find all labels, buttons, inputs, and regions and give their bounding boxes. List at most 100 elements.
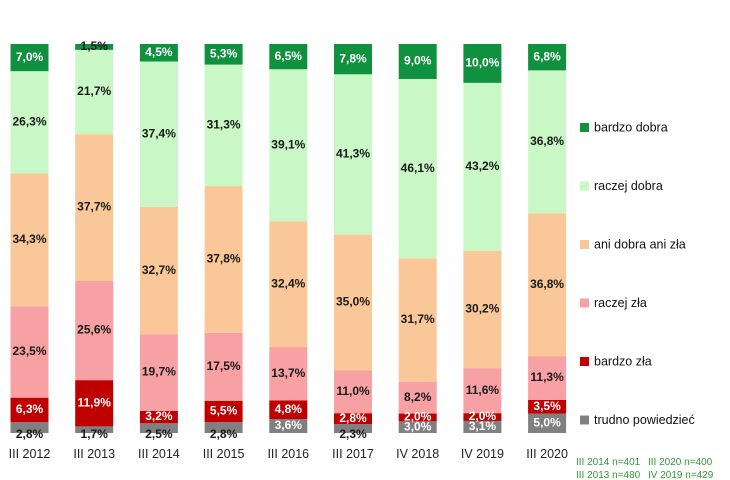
bar-trudno-powiedziec-iii-2017 [334,424,372,433]
value-label-raczej-dobra-iii-2013: 21,7% [77,84,111,98]
legend-swatch-ani-dobra-ani-zla [580,240,589,249]
value-label-trudno-powiedziec-iii-2015: 2,8% [210,427,238,441]
category-labels-group: III 2012 III 2013 III 2014 III 2015 III 2016… [9,447,568,461]
value-label-bardzo-zla-iii-2020: 3,5% [533,399,561,413]
bar-bardzo-dobra-iv-2019 [463,44,502,83]
bar-ani-dobra-ani-zla-iii-2013 [75,134,114,281]
bar-trudno-powiedziec-iii-2016 [269,419,308,433]
value-label-ani-dobra-ani-zla-iii-2020: 36,8% [530,277,564,291]
value-label-bardzo-dobra-iii-2013: 1,5% [81,39,109,53]
bar-raczej-dobra-iii-2012 [10,71,49,174]
bar-bardzo-zla-iii-2016 [269,400,308,420]
legend-label-ani-dobra-ani-zla: ani dobra ani zła [594,237,686,251]
sample-note-iii-2014-n-401: III 2014 n=401 [576,457,641,468]
bar-bardzo-dobra-iv-2018 [398,44,437,80]
category-label-iii-2013: III 2013 [73,447,115,461]
bar-raczej-zla-iii-2015 [204,332,243,401]
bar-ani-dobra-ani-zla-iii-2015 [204,186,243,333]
bar-raczej-zla-iii-2017 [334,370,372,414]
bar-bardzo-dobra-iii-2013 [75,44,114,50]
value-label-raczej-dobra-iii-2017: 41,3% [336,147,370,161]
bar-raczej-dobra-iii-2013 [75,49,114,135]
legend-swatch-trudno-powiedziec [580,415,589,425]
value-label-raczej-dobra-iii-2012: 26,3% [12,114,46,128]
bar-bardzo-dobra-iii-2015 [204,44,243,65]
value-label-ani-dobra-ani-zla-iii-2013: 37,7% [77,200,111,214]
value-label-trudno-powiedziec-iii-2014: 2,5% [145,427,173,441]
bar-trudno-powiedziec-iii-2014 [139,423,178,433]
bar-raczej-dobra-iii-2016 [269,69,308,222]
value-label-raczej-dobra-iv-2018: 46,1% [401,161,435,175]
legend-label-trudno-powiedziec: trudno powiedzieć [594,413,695,427]
category-label-iii-2017: III 2017 [332,447,374,461]
legend-label-raczej-zla: raczej zła [594,296,647,310]
value-label-trudno-powiedziec-iii-2013: 1,7% [81,427,109,441]
category-label-iii-2015: III 2015 [203,447,245,461]
legend-label-raczej-dobra: raczej dobra [594,179,663,193]
bar-trudno-powiedziec-iii-2015 [204,422,243,433]
bar-ani-dobra-ani-zla-iii-2020 [528,213,567,357]
bar-bardzo-zla-iii-2012 [10,397,49,423]
value-label-ani-dobra-ani-zla-iv-2018: 31,7% [401,312,435,326]
bar-bardzo-zla-iii-2015 [204,400,243,423]
bar-trudno-powiedziec-iv-2018 [398,421,437,433]
value-label-bardzo-dobra-iv-2018: 9,0% [404,54,432,68]
bar-raczej-dobra-iii-2015 [204,64,243,187]
bar-bardzo-dobra-iii-2014 [139,44,178,62]
value-label-bardzo-zla-iii-2014: 3,2% [145,409,173,423]
value-label-bardzo-dobra-iii-2016: 6,5% [275,49,303,63]
legend-swatch-bardzo-dobra [580,123,589,132]
legend-swatch-raczej-zla [580,298,589,308]
value-label-raczej-dobra-iii-2016: 39,1% [271,137,305,151]
legend-label-bardzo-zla: bardzo zła [594,354,652,368]
bar-raczej-zla-iv-2018 [398,381,437,414]
value-label-raczej-zla-iii-2017: 11,0% [336,384,370,398]
value-label-raczej-zla-iii-2014: 19,7% [142,365,176,379]
category-label-iv-2019: IV 2019 [461,447,504,461]
bar-raczej-dobra-iii-2017 [334,74,372,235]
value-label-raczej-zla-iii-2020: 11,3% [530,370,564,384]
sample-note-iii-2013-n-480: III 2013 n=480 [576,470,641,480]
legend-swatch-raczej-dobra [580,181,589,191]
value-label-raczej-zla-iv-2019: 11,6% [466,383,500,397]
legend-label-bardzo-dobra: bardzo dobra [594,120,668,134]
value-label-trudno-powiedziec-iii-2016: 3,6% [275,418,303,432]
value-label-ani-dobra-ani-zla-iii-2016: 32,4% [271,276,305,290]
value-label-bardzo-dobra-iv-2019: 10,0% [465,56,499,70]
value-label-trudno-powiedziec-iii-2012: 2,8% [16,427,44,441]
bar-bardzo-dobra-iii-2016 [269,44,308,70]
bar-raczej-dobra-iii-2014 [139,61,178,207]
bar-raczej-zla-iv-2019 [463,368,502,414]
value-label-bardzo-dobra-iii-2012: 7,0% [16,50,44,64]
value-label-raczej-zla-iii-2015: 17,5% [207,359,241,373]
bars-group [10,44,567,433]
category-label-iii-2020: III 2020 [526,447,568,461]
value-label-ani-dobra-ani-zla-iii-2015: 37,8% [207,252,241,266]
value-label-ani-dobra-ani-zla-iv-2019: 30,2% [465,302,499,316]
bar-raczej-zla-iii-2016 [269,347,308,401]
value-label-raczej-zla-iii-2013: 25,6% [77,323,111,337]
value-label-ani-dobra-ani-zla-iii-2012: 34,3% [12,232,46,246]
legend: bardzo dobra raczej dobra ani dobra ani zł… [580,120,695,427]
bar-bardzo-zla-iii-2013 [75,380,114,427]
value-label-ani-dobra-ani-zla-iii-2014: 32,7% [142,263,176,277]
bar-raczej-dobra-iii-2020 [528,70,567,214]
bar-raczej-dobra-iv-2018 [398,79,437,259]
bar-trudno-powiedziec-iv-2019 [463,420,502,433]
value-label-trudno-powiedziec-iv-2019: 3,1% [469,419,497,433]
bar-ani-dobra-ani-zla-iii-2017 [334,234,372,371]
bar-ani-dobra-ani-zla-iv-2019 [463,250,502,369]
bar-ani-dobra-ani-zla-iii-2012 [10,173,49,307]
sample-note-iv-2019-n-429: IV 2019 n=429 [648,470,714,480]
bar-bardzo-zla-iv-2018 [398,413,437,422]
legend-swatch-bardzo-zla [580,357,589,366]
bar-trudno-powiedziec-iii-2013 [75,426,114,433]
bar-raczej-zla-iii-2012 [10,306,49,398]
segment-labels-group: 2,8% 6,3% 23,5% 34,3% 26,3% 7,0% 1,7% 11,9% 25,6… [12,39,564,441]
value-label-bardzo-zla-iv-2019: 2,0% [469,409,497,423]
value-label-raczej-dobra-iii-2020: 36,8% [530,134,564,148]
bar-ani-dobra-ani-zla-iii-2016 [269,221,308,348]
bar-bardzo-zla-iii-2020 [528,400,567,414]
bar-ani-dobra-ani-zla-iii-2014 [139,206,178,335]
